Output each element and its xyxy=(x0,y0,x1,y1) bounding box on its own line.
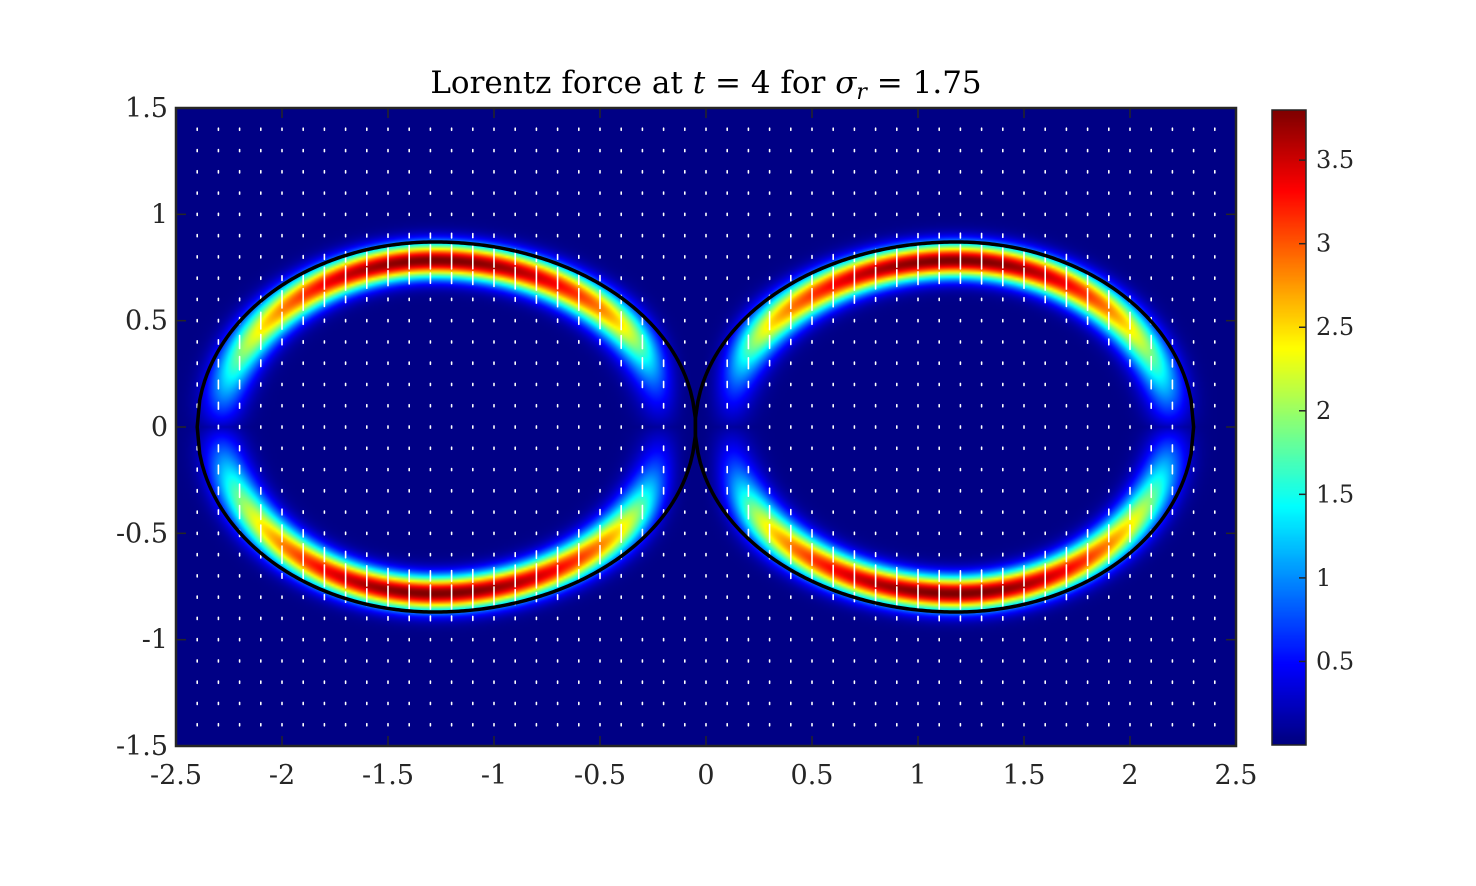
y-tick-label: 0.5 xyxy=(125,306,168,337)
title-var-sigma: σ xyxy=(835,65,857,101)
plot-area xyxy=(174,106,1238,748)
colorbar-tick-label: 0.5 xyxy=(1316,647,1354,675)
colorbar: 0.5 1 1.5 2 2.5 3 3.5 xyxy=(1271,109,1354,746)
colorbar-tick-label: 3 xyxy=(1316,230,1331,258)
x-tick-label: -0.5 xyxy=(574,760,626,791)
x-tick-label: 1.5 xyxy=(1003,760,1046,791)
colorbar-tick-label: 2 xyxy=(1316,397,1331,425)
x-tick-label: 0.5 xyxy=(791,760,834,791)
y-tick-label: -0.5 xyxy=(116,518,168,549)
y-tick-label: 0 xyxy=(151,412,168,443)
colorbar-tick-label: 1.5 xyxy=(1316,480,1354,508)
x-tick-label: 0 xyxy=(697,760,714,791)
title-sub-r: r xyxy=(856,80,868,105)
x-tick-label: -1.5 xyxy=(362,760,414,791)
colorbar-frame xyxy=(1271,109,1307,746)
x-tick-label: 1 xyxy=(909,760,926,791)
x-tick-label: -2.5 xyxy=(150,760,202,791)
colorbar-tick-label: 1 xyxy=(1316,564,1331,592)
chart-title: Lorentz force at t = 4 for σr = 1.75 xyxy=(430,65,981,105)
x-tick-label: -2 xyxy=(269,760,295,791)
title-eq-sigma: = 1.75 xyxy=(867,65,982,101)
y-tick-label: 1 xyxy=(151,199,168,230)
colorbar-tick-label: 3.5 xyxy=(1316,146,1354,174)
x-tick-label: 2.5 xyxy=(1215,760,1258,791)
colorbar-ticks xyxy=(1299,159,1306,663)
y-tick-label: 1.5 xyxy=(125,93,168,124)
y-tick-label: -1 xyxy=(142,625,168,656)
colorbar-gradient xyxy=(1272,110,1306,745)
title-var-t: t xyxy=(693,65,706,101)
interface-layer xyxy=(195,240,1196,614)
x-axis-tick-labels: -2.5 -2 -1.5 -1 -0.5 0 0.5 1 1.5 2 2.5 xyxy=(150,760,1258,791)
x-tick-label: 2 xyxy=(1121,760,1138,791)
colorbar-tick-label: 2.5 xyxy=(1316,313,1354,341)
x-tick-label: -1 xyxy=(481,760,507,791)
plot-frame xyxy=(174,106,1238,748)
title-prefix: Lorentz force at xyxy=(430,65,692,101)
colorbar-tick-labels: 0.5 1 1.5 2 2.5 3 3.5 xyxy=(1316,146,1354,675)
interface-curve-right xyxy=(693,240,1196,614)
title-eq-t: = 4 for xyxy=(705,65,835,101)
y-axis-tick-labels: -1.5 -1 -0.5 0 0.5 1 1.5 xyxy=(116,93,168,762)
quiver-layer xyxy=(196,127,1216,727)
y-tick-label: -1.5 xyxy=(116,731,168,762)
